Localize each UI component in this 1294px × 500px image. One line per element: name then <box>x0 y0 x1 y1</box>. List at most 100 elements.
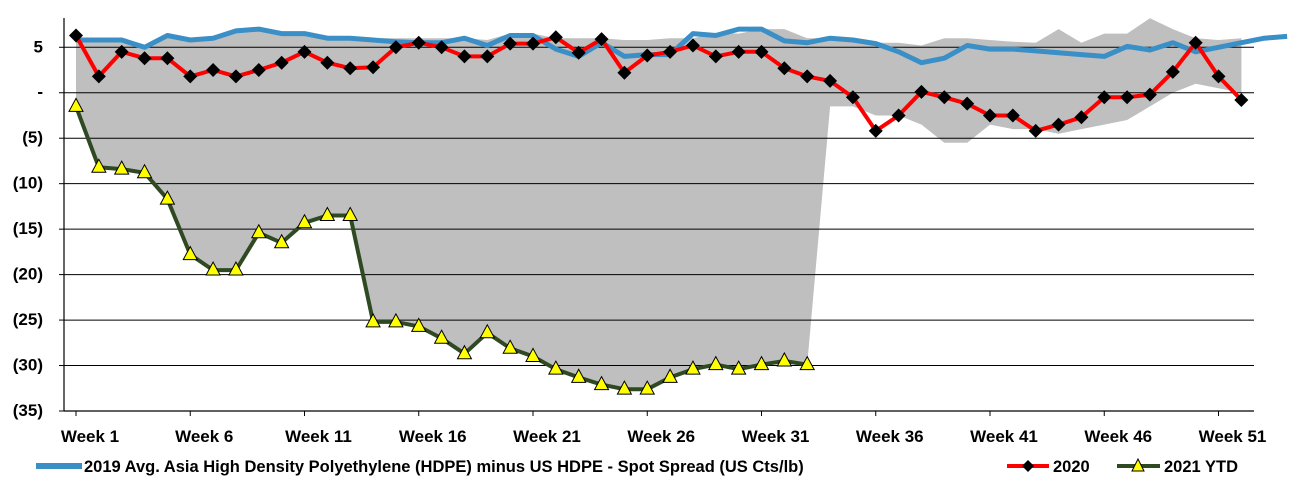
range-band-area <box>76 18 1242 390</box>
data-point-triangle <box>273 233 290 249</box>
x-axis-ticks: Week 1 Week 6 Week 11 Week 16 Week 21 Week 26… <box>61 411 1266 446</box>
legend-marker-2021 <box>1131 457 1145 472</box>
legend-label-2019: 2019 Avg. Asia High Density Polyethylene… <box>84 458 804 476</box>
data-point-diamond <box>320 55 335 70</box>
legend-label-2020: 2020 <box>1053 458 1090 476</box>
data-point-diamond <box>526 36 540 51</box>
series-3 <box>68 97 816 395</box>
data-point-diamond <box>960 96 975 111</box>
data-point-diamond <box>937 90 952 105</box>
data-point-diamond <box>274 55 289 70</box>
data-point-diamond <box>1097 90 1112 105</box>
data-point-triangle <box>296 213 313 229</box>
legend-label-2021: 2021 YTD <box>1164 458 1238 476</box>
data-point-triangle <box>548 360 564 375</box>
data-point-triangle <box>570 368 587 383</box>
historical-range-band <box>76 18 1242 390</box>
x-tick-label: Week 1 <box>61 427 119 446</box>
data-point-triangle <box>433 329 450 344</box>
data-point-diamond <box>685 38 700 53</box>
data-point-diamond <box>91 69 106 84</box>
data-point-diamond <box>571 45 586 60</box>
data-point-diamond <box>823 73 838 88</box>
data-point-triangle <box>502 339 518 354</box>
y-tick-label: (10) <box>13 174 43 193</box>
data-point-triangle <box>799 355 816 371</box>
x-tick-label: Week 26 <box>627 427 695 446</box>
data-point-triangle <box>182 245 199 261</box>
data-point-triangle <box>639 380 656 395</box>
x-tick-label: Week 41 <box>970 427 1038 446</box>
x-tick-label: Week 6 <box>175 427 233 446</box>
y-tick-label: (30) <box>13 356 43 375</box>
data-point-diamond <box>69 28 83 43</box>
data-point-triangle <box>662 368 678 383</box>
data-point-diamond <box>708 49 723 64</box>
data-point-diamond <box>1188 35 1203 50</box>
data-point-diamond <box>1074 110 1089 125</box>
data-point-diamond <box>1142 87 1157 102</box>
data-point-diamond <box>640 48 655 63</box>
data-point-diamond <box>663 44 678 59</box>
data-point-triangle <box>159 190 176 205</box>
data-point-diamond <box>1028 123 1043 138</box>
data-point-triangle <box>319 206 336 221</box>
data-point-diamond <box>457 49 472 64</box>
data-point-diamond <box>617 65 632 80</box>
data-point-triangle <box>68 97 84 112</box>
data-point-diamond <box>548 30 563 45</box>
data-point-triangle <box>776 351 793 367</box>
x-tick-label: Week 11 <box>285 427 352 446</box>
data-point-diamond <box>503 36 518 51</box>
data-point-diamond <box>160 51 175 66</box>
data-point-triangle <box>456 344 473 360</box>
data-point-diamond <box>845 90 860 105</box>
y-tick-label: (20) <box>13 265 43 284</box>
data-point-diamond <box>366 60 381 75</box>
data-point-triangle <box>228 261 244 276</box>
data-point-diamond <box>480 49 495 64</box>
data-point-triangle <box>136 163 153 179</box>
data-point-diamond <box>1120 90 1135 105</box>
y-tick-label: (5) <box>22 128 43 147</box>
y-axis-ticks: 5 - (5) (10) (15) (20) (25) (30) (35) <box>13 37 64 420</box>
data-point-diamond <box>594 32 609 47</box>
data-point-diamond <box>228 69 243 84</box>
data-point-triangle <box>250 223 267 239</box>
data-point-diamond <box>388 40 403 55</box>
data-point-triangle <box>113 160 130 175</box>
x-tick-label: Week 36 <box>856 427 924 446</box>
x-tick-label: Week 21 <box>513 427 581 446</box>
y-tick-label: (15) <box>13 219 43 238</box>
data-point-diamond <box>1211 69 1226 84</box>
data-point-diamond <box>114 44 129 59</box>
series-1 <box>76 26 1288 66</box>
data-point-diamond <box>297 44 312 59</box>
data-point-triangle <box>410 317 427 332</box>
gridlines <box>63 18 1254 412</box>
data-point-triangle <box>707 355 724 371</box>
data-point-diamond <box>983 108 997 123</box>
data-point-diamond <box>731 44 746 59</box>
data-point-diamond <box>1234 93 1249 108</box>
data-point-triangle <box>685 360 701 375</box>
data-point-diamond <box>206 63 221 78</box>
data-point-diamond <box>1165 64 1180 79</box>
y-tick-label: 5 <box>34 37 43 56</box>
data-point-triangle <box>479 323 496 339</box>
legend: 2019 Avg. Asia High Density Polyethylene… <box>36 457 1238 476</box>
data-point-triangle <box>616 380 633 395</box>
y-tick-label: - <box>37 83 43 102</box>
data-point-diamond <box>343 61 358 76</box>
x-tick-label: Week 16 <box>399 427 467 446</box>
data-point-diamond <box>754 44 769 59</box>
data-point-diamond <box>251 63 266 78</box>
data-point-triangle <box>525 347 541 362</box>
data-point-diamond <box>137 51 152 66</box>
data-point-triangle <box>593 375 610 391</box>
data-point-diamond <box>891 108 906 123</box>
series-2 <box>69 28 1249 138</box>
x-tick-label: Week 31 <box>742 427 810 446</box>
